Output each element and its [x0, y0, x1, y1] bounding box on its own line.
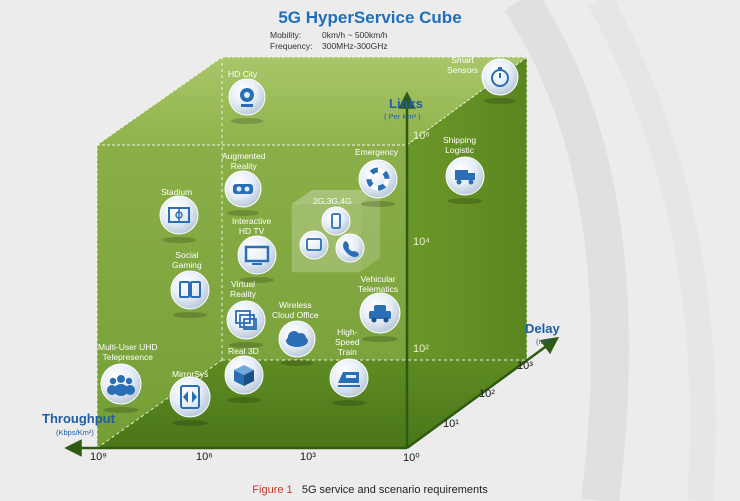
throughput-tick: 10³ [300, 451, 316, 463]
figure-caption: Figure 1 5G service and scenario require… [0, 484, 740, 496]
label-social-gaming: Social Gaming [172, 250, 202, 270]
mobile-devices-icon [299, 206, 365, 263]
frequency-label: Frequency: [270, 41, 313, 51]
label-multi-user-uhd: Multi-User UHD Telepresence [98, 342, 158, 362]
mobility-label: Mobility: [270, 30, 302, 40]
mobility-value: 0km/h ~ 500km/h [322, 30, 388, 40]
cube-right-face [407, 57, 527, 448]
label-hd-city: HD City [228, 69, 258, 79]
lifebuoy-icon [358, 159, 398, 207]
links-tick: 10² [413, 343, 429, 355]
label-augmented-reality: Augmented Reality [222, 151, 266, 171]
truck-icon [445, 156, 485, 204]
label-stadium: Stadium [161, 187, 193, 197]
label-interactive-hd-tv: Interactive HD TV [232, 216, 272, 236]
people-icon [100, 363, 142, 413]
tv-icon [237, 235, 277, 283]
mirror-icon [169, 376, 211, 426]
label-smart-sensors: Smart Sensors [447, 55, 479, 75]
label-shipping-logistic: Shipping Logistic [443, 135, 477, 155]
cube-top-face [97, 57, 527, 145]
cube-bottom-face [97, 360, 527, 448]
links-tick: 10⁶ [413, 130, 430, 142]
diagram-title: 5G HyperService Cube [278, 8, 462, 27]
stadium-icon [159, 195, 199, 243]
car-icon [359, 292, 401, 342]
delay-tick: 10⁰ [403, 452, 420, 464]
label-vehicular-telematics: Vehicular Telematics [358, 274, 399, 294]
figure-caption-text: 5G service and scenario requirements [301, 484, 488, 496]
tablets-icon [170, 270, 210, 318]
links-axis-title: Links [389, 96, 423, 111]
cloud-icon [278, 320, 316, 366]
delay-axis-unit: (ms) [536, 337, 551, 346]
throughput-axis-title: Throughput [42, 411, 115, 426]
delay-tick: 10¹ [443, 418, 459, 430]
label-emergency: Emergency [355, 147, 398, 157]
ar-glasses-icon [224, 170, 262, 216]
links-tick: 10⁴ [413, 236, 430, 248]
timer-icon [481, 58, 519, 104]
throughput-tick: 10⁹ [90, 451, 107, 463]
frequency-value: 300MHz-300GHz [322, 41, 388, 51]
webcam-icon [228, 78, 266, 124]
label-real-3d: Real 3D [228, 346, 259, 356]
label-high-speed-train: High- Speed Train [335, 327, 360, 357]
label-mirrorsys: MirrorSys [172, 369, 209, 379]
delay-tick: 10³ [517, 360, 533, 372]
figure-number: Figure 1 [252, 484, 293, 496]
throughput-tick: 10⁶ [196, 451, 213, 463]
vr-windows-icon [226, 300, 266, 348]
throughput-axis-unit: (Kbps/Km²) [56, 428, 94, 437]
delay-axis [406, 336, 560, 450]
label-legacy: 2G,3G,4G [313, 196, 352, 206]
delay-tick: 10² [479, 388, 495, 400]
links-axis-unit: ( Per Km² ) [384, 112, 421, 121]
label-virtual-reality: Virtual Reality [230, 279, 256, 299]
label-wireless-cloud-office: Wireless Cloud Office [272, 300, 319, 320]
delay-axis-title: Delay [525, 321, 560, 336]
train-icon [329, 358, 369, 406]
cube-icon [224, 355, 264, 403]
cube-hidden-edges [96, 57, 527, 449]
